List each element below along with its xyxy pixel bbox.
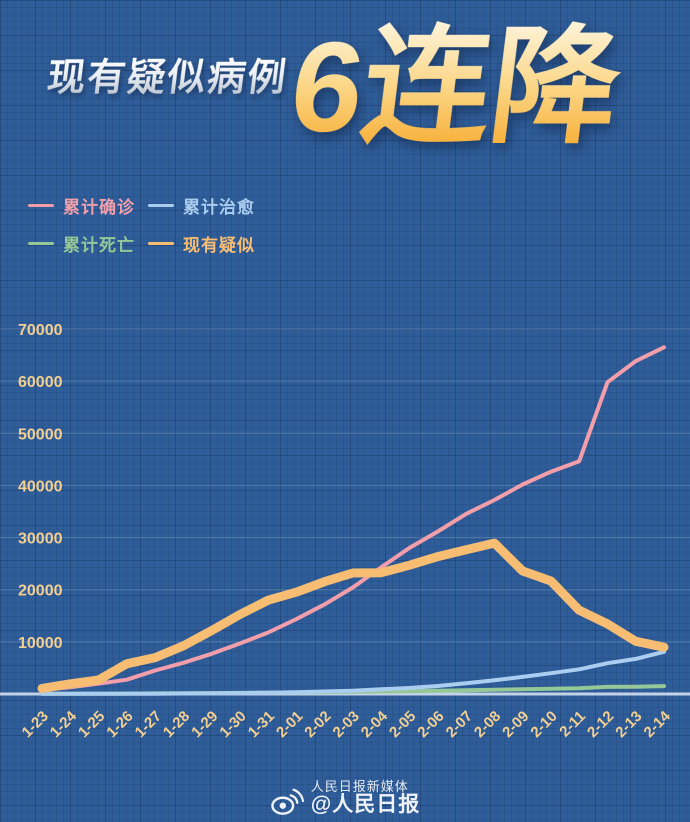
footer-watermark: 人民日报新媒体 @人民日报 xyxy=(0,780,690,816)
y-tick-label: 40000 xyxy=(18,478,63,495)
x-tick-label: 1-27 xyxy=(132,708,165,741)
y-tick-label: 30000 xyxy=(18,531,63,548)
legend-label-deaths: 累计死亡 xyxy=(63,236,135,255)
x-tick-label: 2-08 xyxy=(471,708,504,741)
x-tick-label: 2-13 xyxy=(612,708,645,741)
x-tick-label: 2-04 xyxy=(358,707,392,741)
x-tick-label: 1-23 xyxy=(19,708,52,741)
legend-item-cured: 累计治愈 xyxy=(148,193,255,218)
footer-brand-small: 人民日报新媒体 xyxy=(310,779,409,795)
x-tick-label: 1-25 xyxy=(75,708,108,741)
x-tick-label: 2-12 xyxy=(584,708,617,741)
x-tick-label: 2-05 xyxy=(386,708,419,741)
footer-brand: 人民日报新媒体 @人民日报 xyxy=(311,780,420,816)
x-tick-label: 1-31 xyxy=(245,708,278,741)
legend-item-confirmed: 累计确诊 xyxy=(28,193,148,218)
x-tick-label: 1-26 xyxy=(103,708,136,741)
line-confirmed xyxy=(40,345,666,692)
y-tick-label: 70000 xyxy=(18,322,63,339)
x-tick-label: 2-14 xyxy=(641,707,675,741)
legend-item-deaths: 累计死亡 xyxy=(28,231,148,256)
legend-label-confirmed: 累计确诊 xyxy=(63,198,135,217)
x-tick-label: 1-30 xyxy=(216,708,249,741)
x-tick-label: 2-09 xyxy=(499,708,532,741)
x-tick-label: 2-07 xyxy=(443,708,476,741)
y-tick-label: 60000 xyxy=(18,374,63,391)
legend-item-suspected: 现有疑似 xyxy=(148,231,255,256)
x-tick-label: 2-10 xyxy=(527,708,560,741)
x-tick-label: 2-02 xyxy=(301,708,334,741)
legend-label-suspected: 现有疑似 xyxy=(183,236,255,255)
line-suspected xyxy=(37,538,669,693)
y-tick-label: 20000 xyxy=(18,583,63,600)
line-cured xyxy=(40,649,666,696)
legend-label-cured: 累计治愈 xyxy=(183,198,255,217)
footer-brand-handle: @人民日报 xyxy=(310,792,421,816)
line-deaths xyxy=(40,684,666,696)
x-tick-label: 1-24 xyxy=(47,707,81,741)
weibo-icon xyxy=(271,788,304,815)
legend-swatch-suspected xyxy=(148,242,174,245)
x-tick-label: 2-01 xyxy=(273,708,306,741)
legend-swatch-deaths xyxy=(28,242,54,245)
chart-legend: 累计确诊 累计治愈 累计死亡 现有疑似 xyxy=(28,193,255,256)
legend-swatch-cured xyxy=(148,204,174,207)
x-tick-label: 2-06 xyxy=(414,708,447,741)
y-tick-label: 50000 xyxy=(18,426,63,443)
page-title: 现有疑似病例 xyxy=(45,46,292,101)
x-tick-label: 1-29 xyxy=(188,708,221,741)
x-tick-label: 2-11 xyxy=(556,708,589,741)
x-tick-label: 1-28 xyxy=(160,708,193,741)
y-tick-label: 10000 xyxy=(18,635,63,652)
legend-swatch-confirmed xyxy=(28,204,54,207)
headline-text: 6连降 xyxy=(282,8,629,168)
x-tick-label: 2-03 xyxy=(330,708,363,741)
